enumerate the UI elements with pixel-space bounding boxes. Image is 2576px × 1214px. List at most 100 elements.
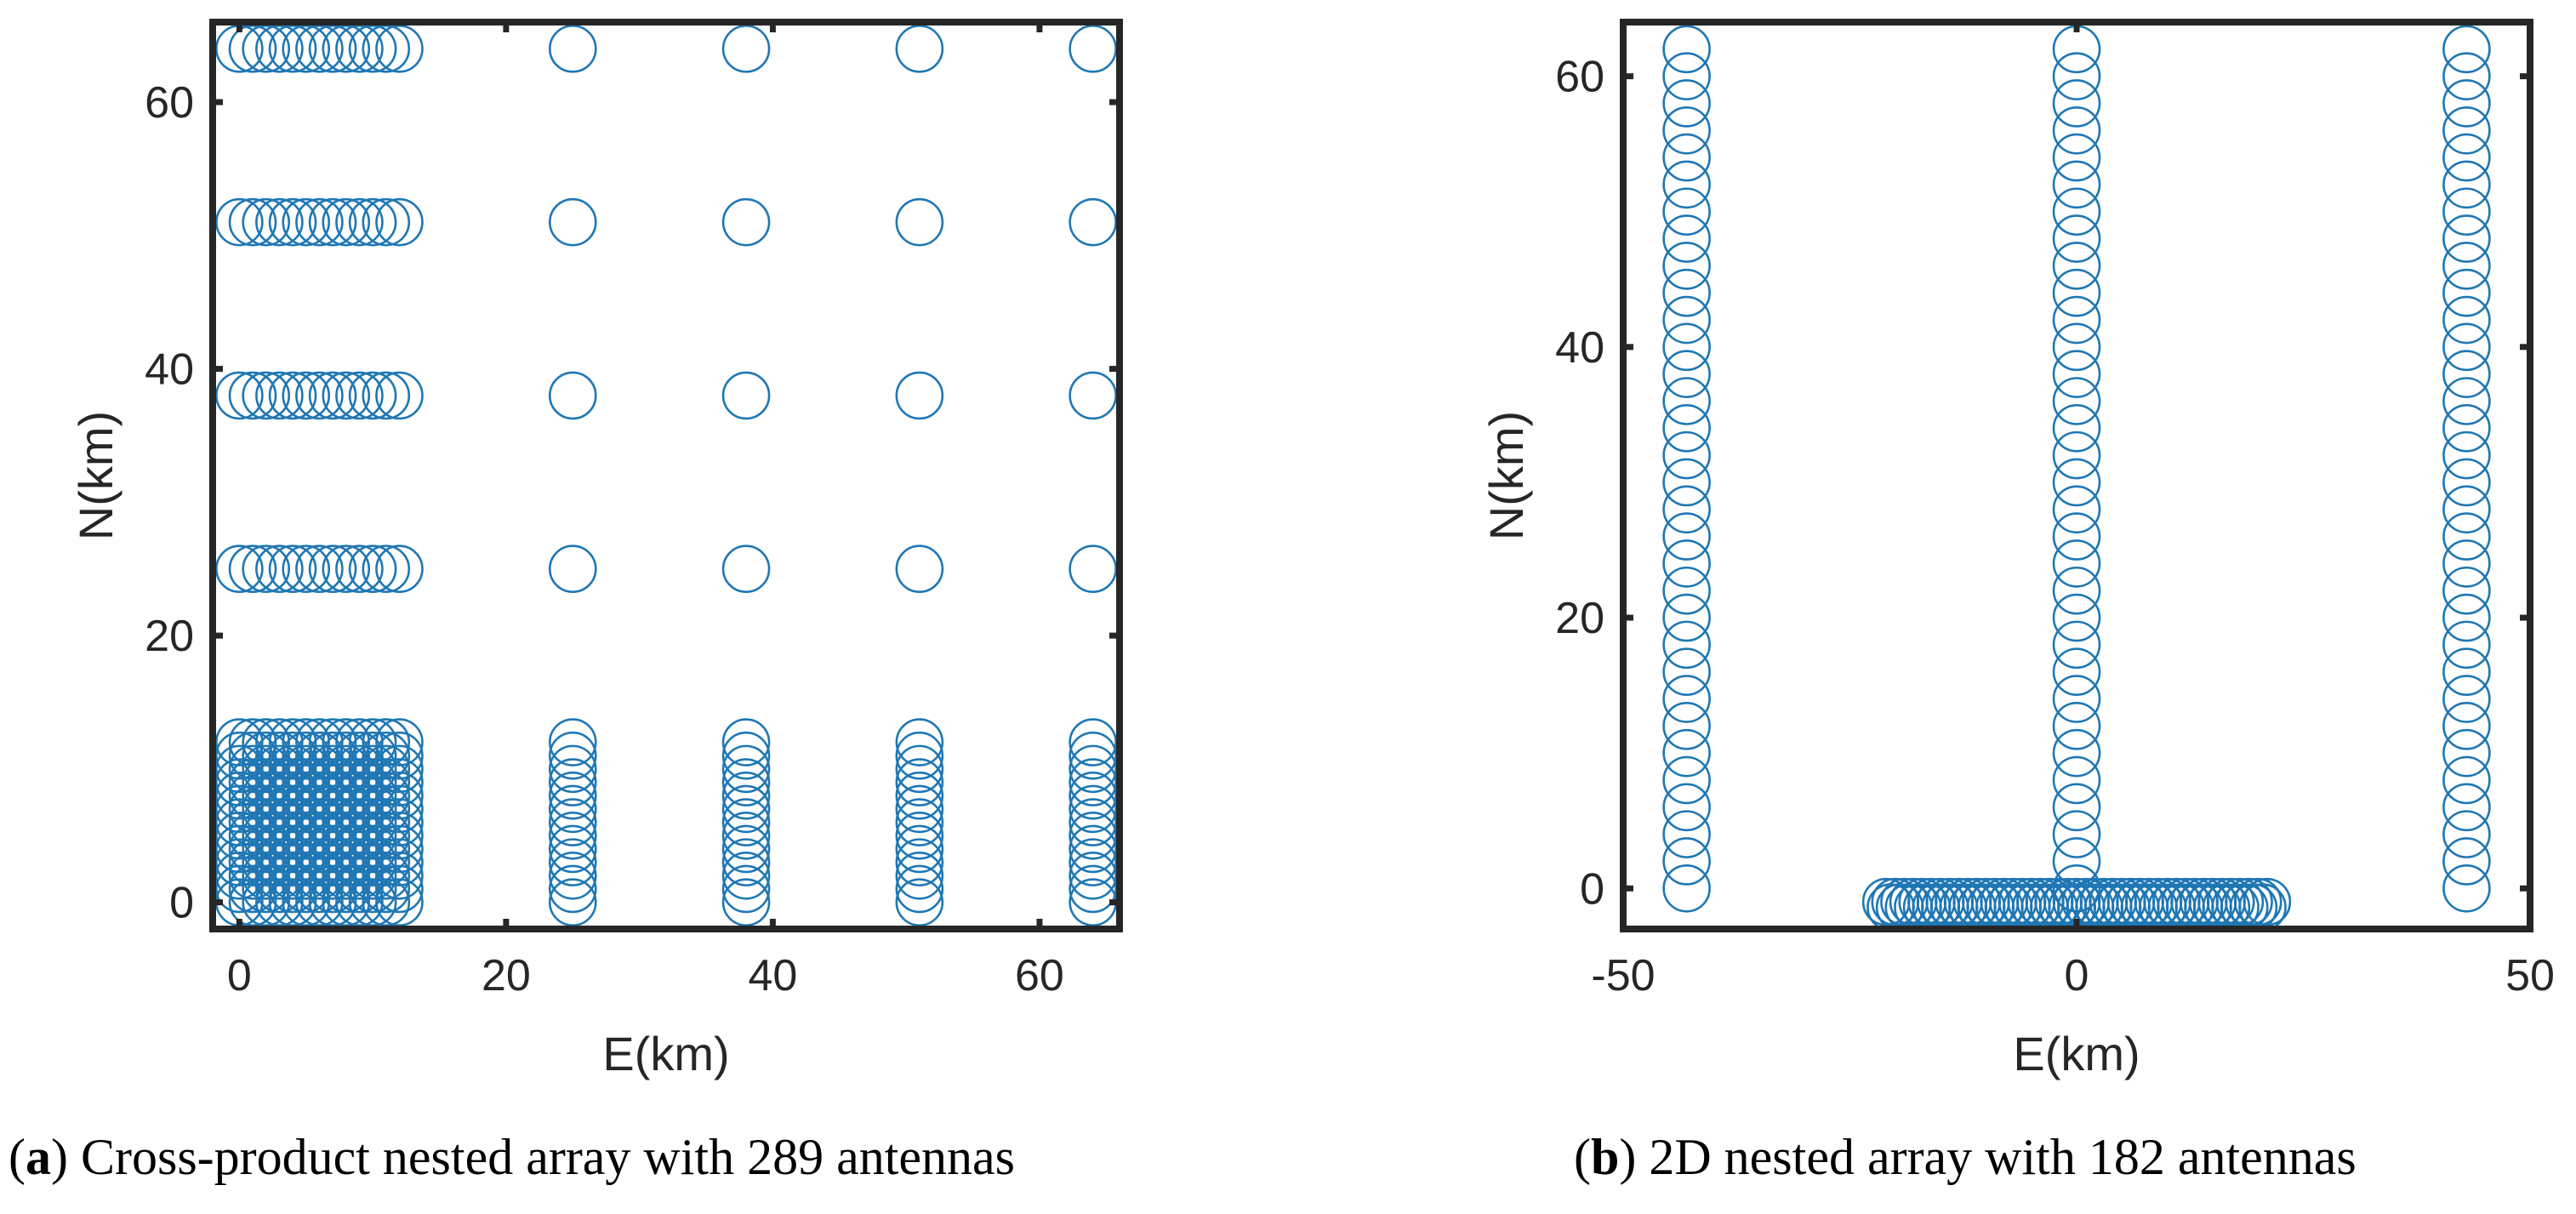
panel-a-point (895, 758, 944, 806)
panel-b-point (1662, 25, 1711, 74)
panel-a-point (548, 784, 597, 834)
panel-a-point (282, 731, 331, 780)
panel-b-ylabel: N(km) (1479, 411, 1533, 540)
panel-a-point (348, 864, 397, 914)
panel-a-point (282, 851, 331, 900)
panel-a-point (215, 824, 264, 874)
panel-a-point (268, 758, 317, 806)
panel-a-point (335, 851, 384, 900)
panel-a-point (255, 544, 304, 594)
panel-a-point (335, 758, 384, 806)
panel-b-xtick-label: -50 (1591, 951, 1655, 1000)
panel-a-point (242, 864, 291, 914)
panel-a-point (295, 798, 344, 846)
panel-a-point (295, 731, 344, 780)
panel-b-point (2052, 105, 2101, 155)
panel-a-point (335, 544, 384, 594)
panel-a-caption-tag: a (26, 1129, 51, 1185)
panel-b-point (2442, 187, 2491, 237)
panel-b-point (2442, 25, 2491, 74)
panel-a-point (255, 824, 304, 874)
panel-a-point (268, 744, 317, 794)
panel-b-caption: (b) 2D nested array with 182 antennas (1574, 1129, 2357, 1185)
panel-a-point (721, 744, 771, 794)
panel-b-xlabel: E(km) (2013, 1027, 2140, 1080)
panel-a-point (268, 878, 317, 926)
panel-a-point (215, 811, 264, 860)
panel-a-point (895, 838, 944, 886)
panel-a-point (721, 758, 771, 806)
panel-a-point (268, 371, 317, 420)
panel-b-xtick-label: 0 (2065, 951, 2089, 1000)
panel-b-ytick-label: 0 (1580, 864, 1604, 914)
panel-a-point (242, 771, 291, 820)
panel-a-point (228, 878, 277, 926)
panel-a-point (255, 731, 304, 780)
panel-a-xtick-label: 0 (227, 951, 252, 1000)
panel-a-point (308, 731, 357, 780)
panel-b-ytick-label: 20 (1555, 594, 1604, 643)
panel-b-point (1662, 377, 1711, 425)
panel-a-point (721, 811, 771, 860)
panel-a-point (375, 25, 424, 73)
panel-b-point (1662, 647, 1711, 697)
panel-a-point (721, 784, 771, 834)
panel-a-point (228, 544, 277, 594)
panel-a-point (362, 811, 411, 860)
panel-a-point (295, 744, 344, 794)
panel-a-ytick-label: 20 (145, 612, 194, 661)
panel-a-caption-text: Cross-product nested array with 289 ante… (68, 1129, 1015, 1185)
panel-a-point (322, 824, 371, 874)
panel-a-point (268, 197, 317, 247)
panel-a-point (335, 838, 384, 886)
panel-a-point (375, 811, 424, 860)
panel-a-point (228, 744, 277, 794)
panel-a-point (322, 811, 371, 860)
panel-b-point (1662, 702, 1711, 750)
panel-a-point (1069, 744, 1117, 794)
panel-a-point (348, 371, 397, 420)
panel-a-point (295, 811, 344, 860)
panel-b-point (2442, 620, 2491, 670)
panel-a-point (1069, 784, 1117, 834)
panel-b-point (1662, 485, 1711, 534)
panel-a-point (255, 864, 304, 914)
panel-b-point (2442, 783, 2491, 832)
panel-b-point (2052, 539, 2101, 588)
panel-a-point (215, 798, 264, 846)
panel-a-point (295, 878, 344, 926)
panel-a-point (721, 197, 771, 247)
panel-b-point (2052, 350, 2101, 398)
panel-b-point (1662, 539, 1711, 588)
panel-a-point (282, 371, 331, 420)
panel-a-point (215, 371, 264, 420)
panel-a-point (1069, 544, 1117, 594)
panel-b-point (2052, 458, 2101, 507)
panel-a-point (335, 744, 384, 794)
panel-b-point (1662, 242, 1711, 290)
panel-b-point (2442, 458, 2491, 507)
panel-a-point (335, 784, 384, 834)
panel-a-point (295, 851, 344, 900)
panel-a-point (548, 758, 597, 806)
panel-a-point (255, 811, 304, 860)
panel-a-point (362, 851, 411, 900)
panel-b-axes-box (1620, 19, 2533, 932)
panel-a-point (721, 851, 771, 900)
panel-a-point (255, 25, 304, 73)
panel-a-point (375, 771, 424, 820)
panel-b-point (2442, 133, 2491, 182)
panel-a-point (348, 824, 397, 874)
panel-a-point (242, 798, 291, 846)
panel-a-point (548, 731, 597, 780)
panel-a-point (268, 811, 317, 860)
panel-b-point (2442, 214, 2491, 263)
panel-a-point (308, 838, 357, 886)
panel-a-point (295, 864, 344, 914)
panel-b-point (2442, 295, 2491, 345)
panel-b-point (2442, 539, 2491, 588)
panel-a-point (228, 824, 277, 874)
panel-a-point (242, 811, 291, 860)
panel-a-point (322, 771, 371, 820)
